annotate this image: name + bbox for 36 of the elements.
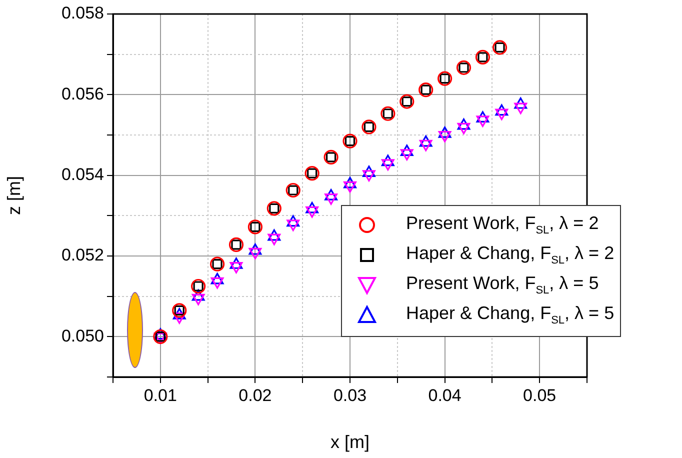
point [514, 97, 528, 109]
point [172, 308, 186, 320]
y-tick-label: 0.056 [61, 84, 104, 104]
x-tick-label: 0.05 [523, 386, 556, 405]
legend-label: Present Work, F$_{SL}$, λ = 5 [406, 273, 599, 297]
point [457, 118, 470, 130]
y-tick-label: 0.052 [61, 246, 104, 265]
point [192, 289, 205, 301]
point [400, 144, 414, 156]
legend-label: Haper & Chang, F$_{SL}$, λ = 5 [406, 303, 614, 327]
point [495, 104, 508, 116]
point [381, 154, 394, 166]
point [362, 166, 376, 177]
legend-label: Present Work, F$_{SL}$, λ = 2 [406, 213, 599, 237]
legend-label: Haper & Chang, F$_{SL}$, λ = 2 [406, 243, 614, 267]
point [476, 111, 490, 123]
point [438, 126, 452, 138]
point [324, 189, 338, 200]
x-tick-label: 0.04 [428, 386, 462, 405]
point [154, 328, 167, 340]
x-tick-label: 0.01 [144, 386, 177, 405]
x-tick-label: 0.03 [333, 386, 367, 405]
point [248, 243, 262, 255]
point [210, 272, 224, 284]
point [306, 202, 319, 214]
y-tick-label: 0.054 [61, 165, 104, 184]
y-tick-label: 0.058 [61, 4, 104, 23]
point [344, 176, 356, 188]
x-axis-title: x [m] [330, 432, 370, 452]
x-tick-label: 0.02 [238, 386, 272, 405]
point [230, 258, 243, 269]
y-tick-label: 0.050 [61, 326, 104, 346]
point [419, 135, 432, 147]
point [268, 229, 281, 241]
y-axis-title: z [m] [4, 176, 24, 215]
point [286, 215, 300, 227]
